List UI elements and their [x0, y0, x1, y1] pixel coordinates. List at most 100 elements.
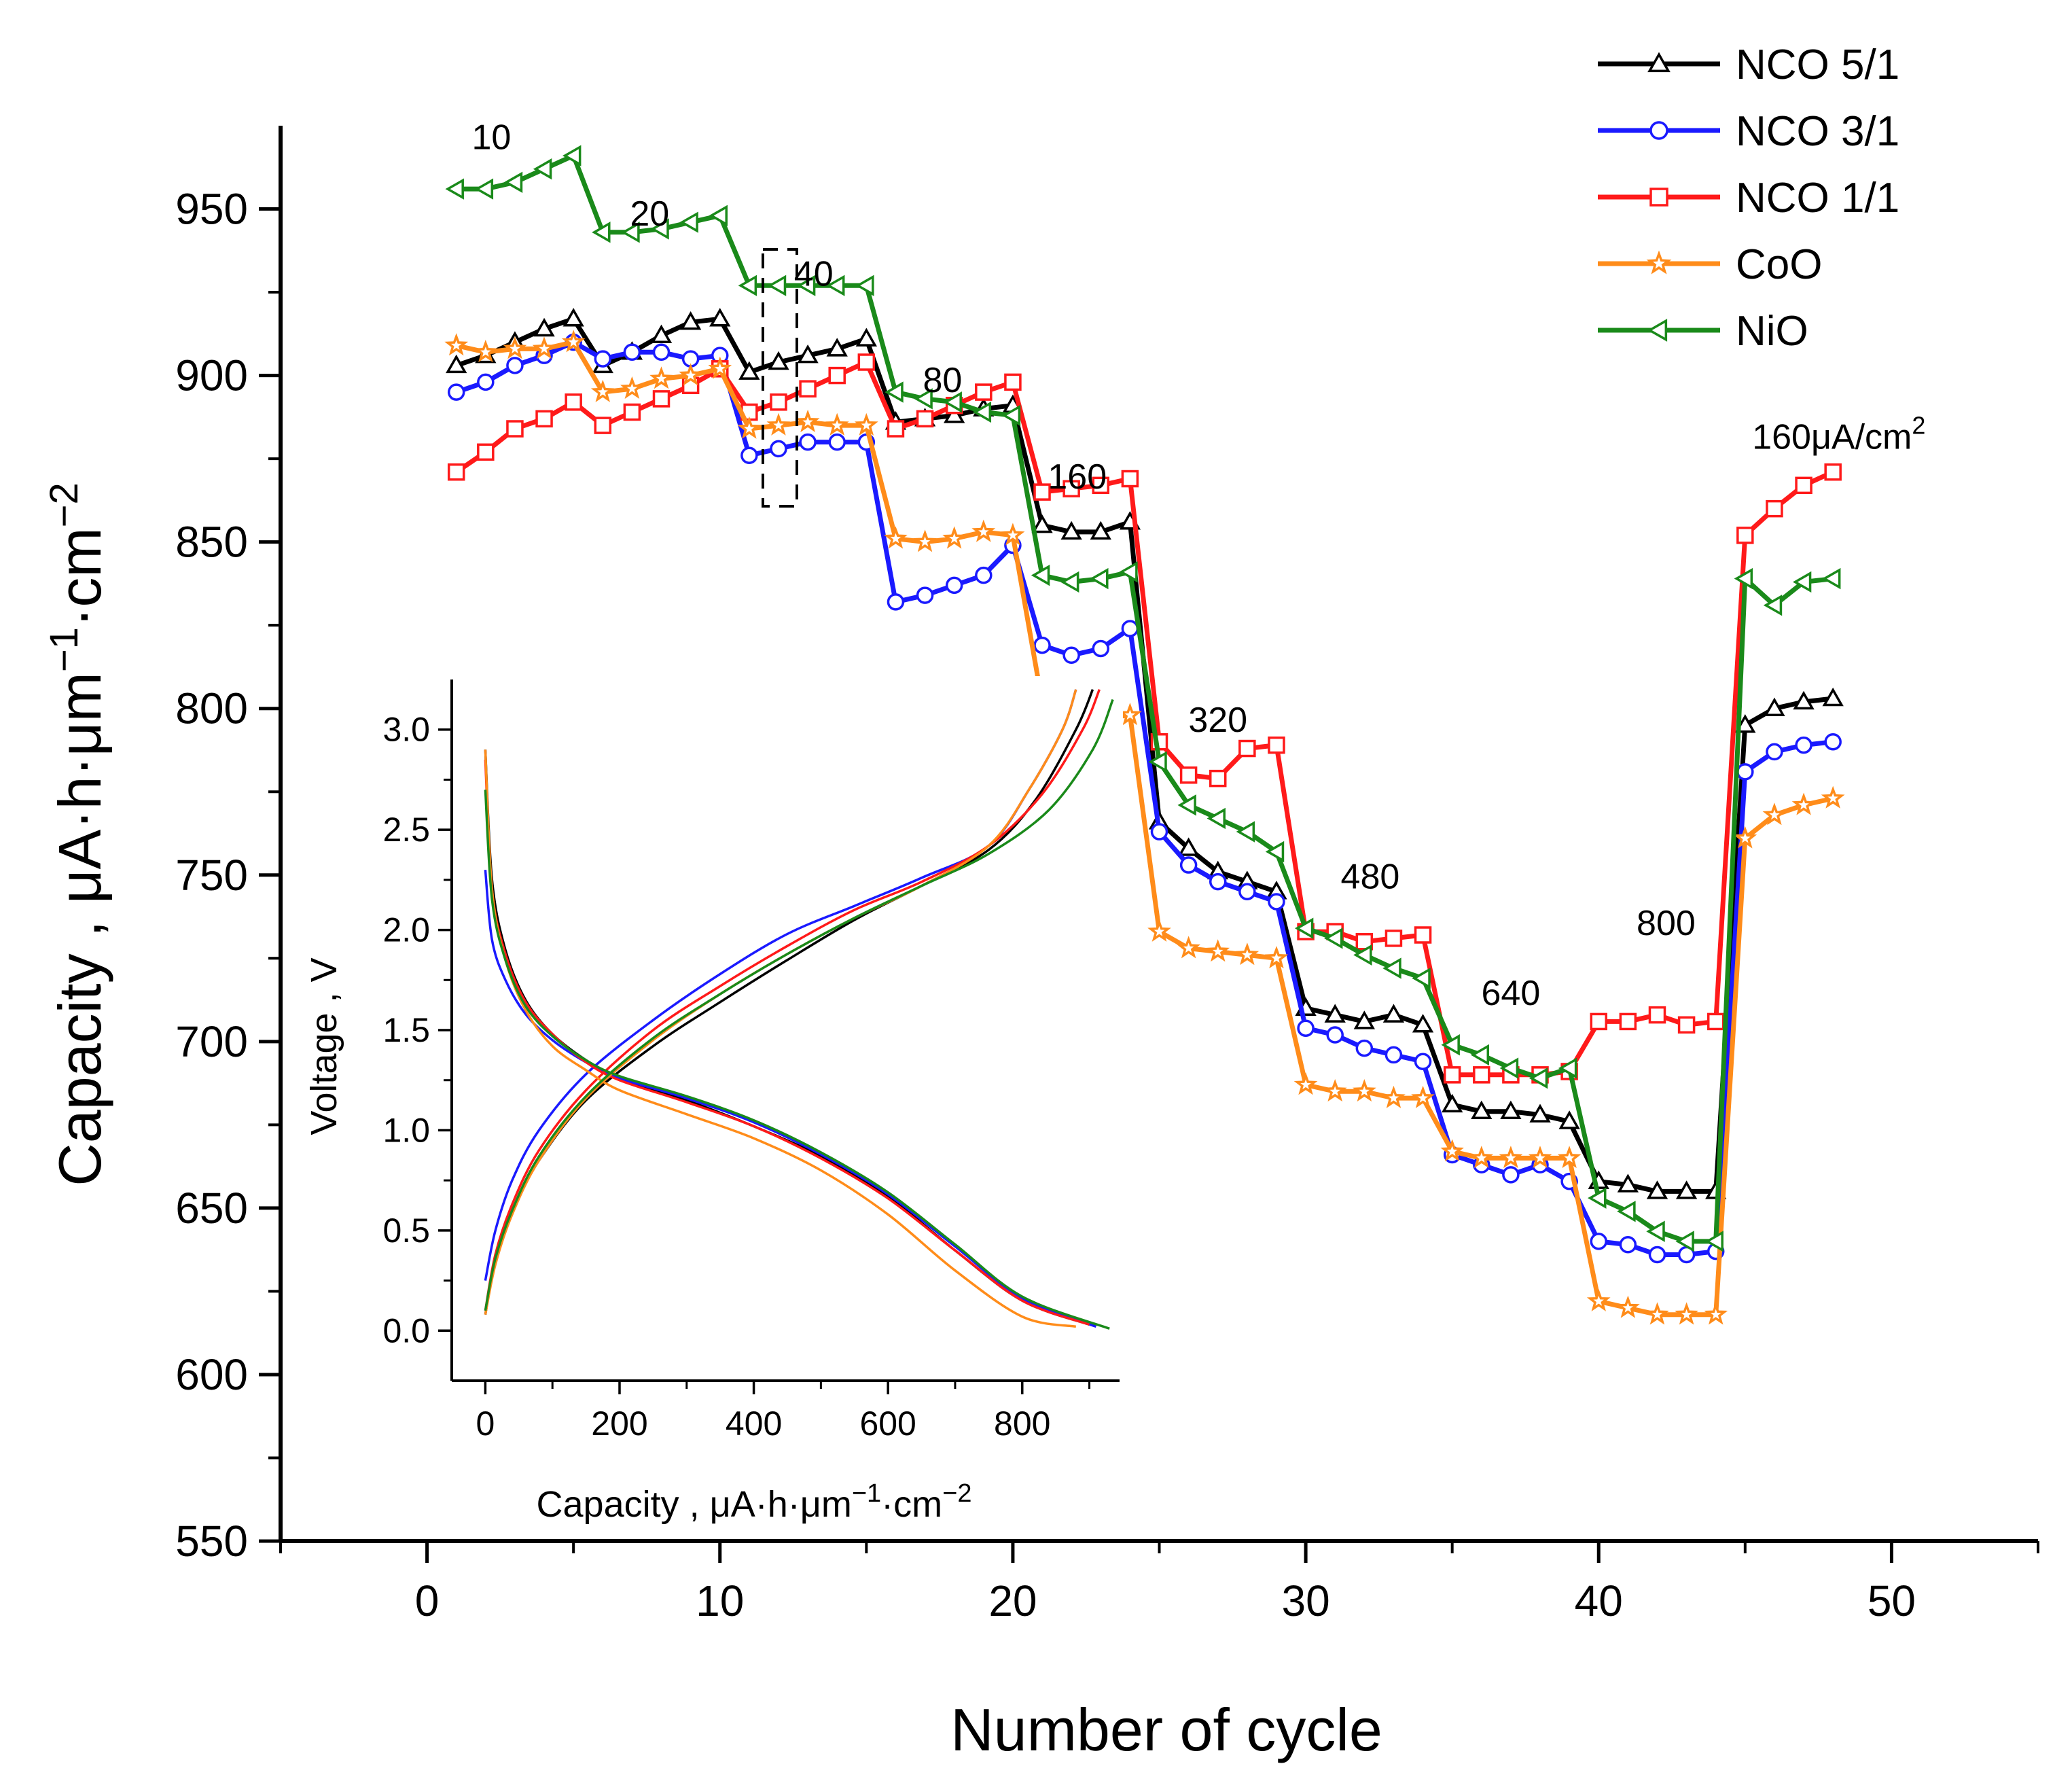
- data-point-nco-3-1: [1414, 1053, 1432, 1070]
- data-point-coo: [1206, 939, 1230, 962]
- data-point-nco-3-1: [447, 383, 465, 401]
- rate-label-800: 800: [1637, 904, 1696, 943]
- data-point-nio: [767, 275, 787, 296]
- inset-y-axis-title: Voltage , V: [304, 957, 344, 1135]
- inset-x-tick-label: 600: [859, 1405, 916, 1443]
- data-point-nio: [796, 275, 816, 296]
- data-point-nco-3-1: [1590, 1233, 1607, 1250]
- data-point-nco-3-1: [740, 446, 758, 464]
- rate-label-480: 480: [1341, 857, 1400, 896]
- inset-x-axis-title-exp1: −1: [852, 1479, 881, 1508]
- data-point-nco-1-1: [975, 383, 993, 401]
- data-point-nio: [1060, 571, 1079, 593]
- data-point-nco-1-1: [1824, 463, 1842, 481]
- main-y-tick-label: 950: [175, 185, 248, 234]
- data-point-nco-1-1: [1414, 926, 1432, 944]
- data-point-nio: [533, 158, 552, 180]
- legend-swatch-marker: [1646, 250, 1672, 275]
- data-point-nco-3-1: [1297, 1019, 1315, 1037]
- data-point-coo: [1557, 1146, 1582, 1169]
- data-point-nio: [1529, 1067, 1548, 1089]
- data-point-nco-1-1: [535, 410, 553, 428]
- data-point-nco-5-1: [1031, 514, 1053, 533]
- data-point-coo: [590, 379, 615, 402]
- main-series: [444, 145, 1845, 1325]
- data-point-nco-1-1: [799, 380, 817, 398]
- data-point-nco-1-1: [770, 393, 787, 411]
- legend-label: NiO: [1736, 308, 1808, 355]
- data-point-coo: [620, 376, 644, 400]
- data-point-nio: [914, 388, 933, 410]
- data-point-nio: [592, 222, 611, 243]
- data-point-nio: [621, 222, 640, 243]
- data-point-nco-5-1: [738, 361, 760, 380]
- legend-swatch-marker: [1649, 188, 1668, 207]
- data-point-nco-1-1: [1677, 1016, 1696, 1034]
- data-point-nco-5-1: [1412, 1014, 1434, 1033]
- data-point-nco-5-1: [1646, 1180, 1668, 1199]
- data-point-nio: [1675, 1231, 1694, 1252]
- inset-y-tick-label: 3.0: [382, 711, 430, 749]
- main-y-tick-label: 750: [175, 851, 248, 900]
- main-y-tick-label: 550: [175, 1517, 248, 1566]
- data-point-nco-5-1: [1442, 1093, 1463, 1113]
- data-point-nio: [855, 275, 874, 296]
- data-point-coo: [1382, 1085, 1406, 1108]
- legend-entry-nco-3-1: NCO 3/1: [1598, 108, 1899, 155]
- legend-entry-nco-5-1: NCO 5/1: [1598, 41, 1899, 88]
- legend-entry-nio: NiO: [1598, 308, 1808, 355]
- data-point-nco-1-1: [1209, 769, 1227, 788]
- data-point-nio: [1119, 561, 1138, 583]
- data-point-nco-3-1: [1121, 620, 1139, 637]
- data-point-nco-3-1: [1326, 1026, 1344, 1044]
- data-point-nco-3-1: [975, 566, 993, 584]
- data-point-nco-3-1: [770, 440, 787, 458]
- rate-label-80: 80: [923, 361, 963, 400]
- data-point-nco-1-1: [1004, 373, 1022, 391]
- data-point-nio: [1617, 1201, 1636, 1222]
- data-point-nco-3-1: [1179, 856, 1198, 874]
- inset-charge-curve-nio: [484, 699, 1114, 1311]
- data-point-nco-5-1: [1558, 1110, 1580, 1129]
- data-point-nco-1-1: [565, 393, 582, 411]
- data-point-nco-1-1: [1062, 480, 1080, 497]
- data-point-nco-1-1: [1121, 470, 1139, 488]
- data-point-coo: [1469, 1146, 1494, 1169]
- data-point-nco-3-1: [1033, 636, 1051, 654]
- data-point-coo: [884, 526, 908, 549]
- main-y-tick-label: 600: [175, 1350, 248, 1399]
- data-point-nco-1-1: [1736, 527, 1754, 544]
- data-point-nio: [738, 275, 757, 296]
- main-y-axis-title-exp2: −2: [42, 482, 86, 527]
- inset-x-tick-label: 200: [591, 1405, 647, 1443]
- data-point-nco-3-1: [506, 357, 524, 374]
- data-point-nco-1-1: [1238, 739, 1256, 758]
- main-y-axis-title-exp1: −1: [42, 627, 86, 672]
- data-point-coo: [1821, 785, 1845, 809]
- data-point-nco-5-1: [1529, 1104, 1551, 1123]
- data-point-nco-1-1: [1179, 766, 1198, 784]
- data-point-nco-1-1: [594, 417, 612, 434]
- data-point-nio: [709, 205, 728, 226]
- data-point-coo: [708, 356, 732, 379]
- legend-label: NCO 5/1: [1736, 41, 1899, 88]
- rate-label-160: 160: [1048, 457, 1107, 497]
- data-point-coo: [1293, 1072, 1318, 1095]
- data-point-nco-5-1: [1382, 1004, 1405, 1023]
- data-point-nio: [679, 211, 698, 233]
- data-point-nco-1-1: [447, 463, 465, 481]
- data-point-nco-3-1: [1648, 1246, 1666, 1264]
- data-point-nio: [474, 178, 494, 200]
- data-point-nco-1-1: [1648, 1006, 1666, 1024]
- data-point-nco-3-1: [916, 586, 934, 604]
- data-point-coo: [532, 336, 556, 359]
- main-x-tick-label: 50: [1868, 1576, 1916, 1625]
- inset-background: [448, 676, 1123, 1384]
- data-point-nco-5-1: [1675, 1180, 1698, 1199]
- data-point-nio: [1031, 564, 1050, 586]
- inset-y-tick-label: 1.5: [382, 1011, 430, 1049]
- data-point-nco-5-1: [562, 308, 584, 327]
- data-point-coo: [1440, 1139, 1464, 1162]
- data-point-nco-5-1: [1764, 697, 1785, 716]
